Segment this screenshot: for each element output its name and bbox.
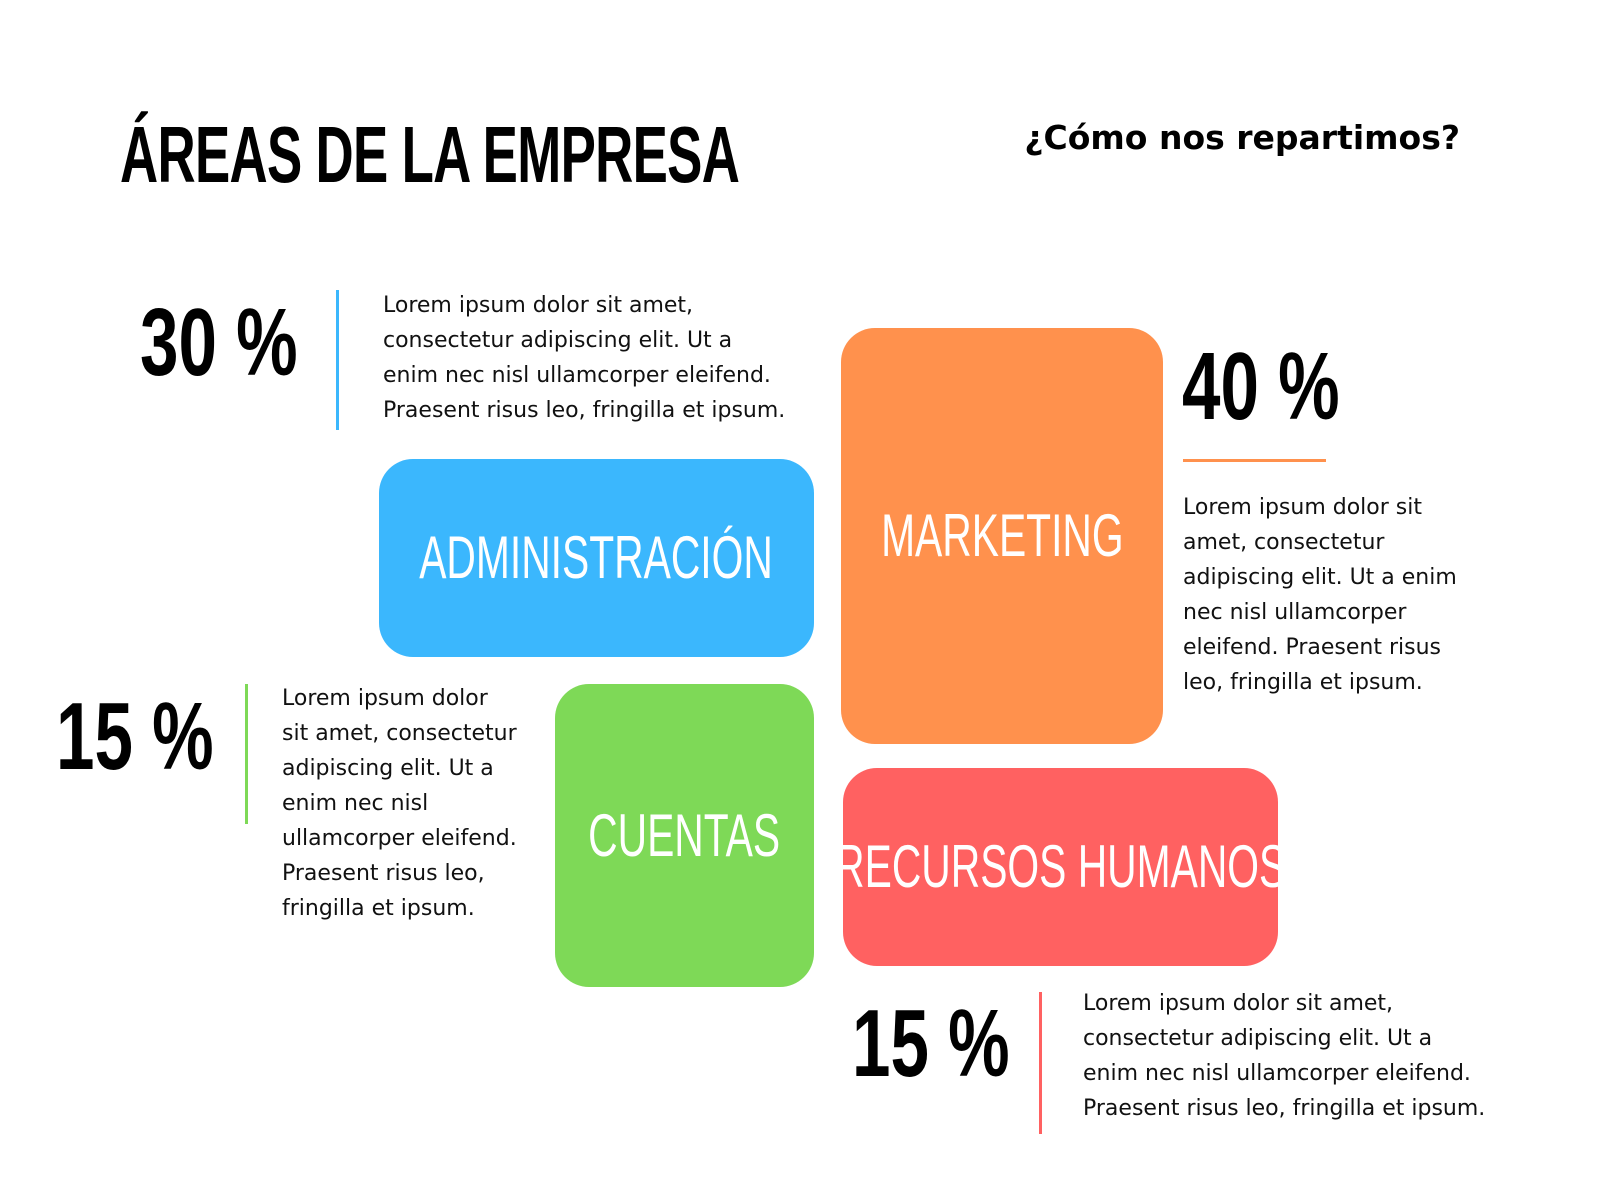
page-title: ÁREAS DE LA EMPRESA (120, 110, 740, 199)
marketing-description-line: Lorem ipsum dolor sit (1183, 495, 1422, 520)
administracion-label: ADMINISTRACIÓN (419, 524, 774, 591)
marketing-percent: 40 % (1182, 333, 1340, 440)
administracion-box: ADMINISTRACIÓN (379, 459, 814, 657)
cuentas-description-line: Lorem ipsum dolor (282, 686, 488, 711)
administracion-description-line: enim nec nisl ullamcorper eleifend. (383, 363, 771, 388)
administracion-percent: 30 % (140, 289, 298, 396)
cuentas-description-line: adipiscing elit. Ut a (282, 756, 494, 781)
cuentas-description: Lorem ipsum dolor sit amet, consectetur … (282, 681, 517, 926)
administracion-divider (336, 290, 339, 430)
marketing-description-line: eleifend. Praesent risus (1183, 635, 1441, 660)
recursos-humanos-description-line: Praesent risus leo, fringilla et ipsum. (1083, 1096, 1486, 1121)
cuentas-description-line: ullamcorper eleifend. (282, 826, 517, 851)
page-subtitle: ¿Cómo nos repartimos? (1024, 118, 1460, 157)
recursos-humanos-description-line: consectetur adipiscing elit. Ut a (1083, 1026, 1433, 1051)
cuentas-description-line: sit amet, consectetur (282, 721, 517, 746)
cuentas-percent: 15 % (56, 683, 214, 790)
administracion-description: Lorem ipsum dolor sit amet, consectetur … (383, 288, 785, 428)
cuentas-description-line: enim nec nisl (282, 791, 429, 816)
recursos-humanos-divider (1039, 992, 1042, 1134)
cuentas-description-line: Praesent risus leo, (282, 861, 485, 886)
recursos-humanos-box: RECURSOS HUMANOS (835, 768, 1286, 966)
recursos-humanos-label: RECURSOS HUMANOS (834, 833, 1287, 900)
marketing-divider (1183, 459, 1326, 462)
cuentas-description-line: fringilla et ipsum. (282, 896, 475, 921)
administracion-description-line: Praesent risus leo, fringilla et ipsum. (383, 398, 786, 423)
recursos-humanos-description-line: enim nec nisl ullamcorper eleifend. (1083, 1061, 1471, 1086)
marketing-box: MARKETING (841, 328, 1163, 744)
cuentas-box: CUENTAS (555, 684, 814, 987)
marketing-description-line: nec nisl ullamcorper (1183, 600, 1407, 625)
marketing-description: Lorem ipsum dolor sit amet, consectetur … (1183, 490, 1457, 700)
cuentas-divider (245, 684, 248, 824)
marketing-label: MARKETING (880, 502, 1124, 569)
recursos-humanos-description: Lorem ipsum dolor sit amet, consectetur … (1083, 986, 1485, 1126)
marketing-description-line: adipiscing elit. Ut a enim (1183, 565, 1457, 590)
recursos-humanos-percent: 15 % (852, 990, 1010, 1097)
marketing-description-line: amet, consectetur (1183, 530, 1385, 555)
recursos-humanos-description-line: Lorem ipsum dolor sit amet, (1083, 991, 1394, 1016)
administracion-description-line: Lorem ipsum dolor sit amet, (383, 293, 694, 318)
marketing-description-line: leo, fringilla et ipsum. (1183, 670, 1423, 695)
administracion-description-line: consectetur adipiscing elit. Ut a (383, 328, 733, 353)
cuentas-label: CUENTAS (588, 801, 781, 869)
